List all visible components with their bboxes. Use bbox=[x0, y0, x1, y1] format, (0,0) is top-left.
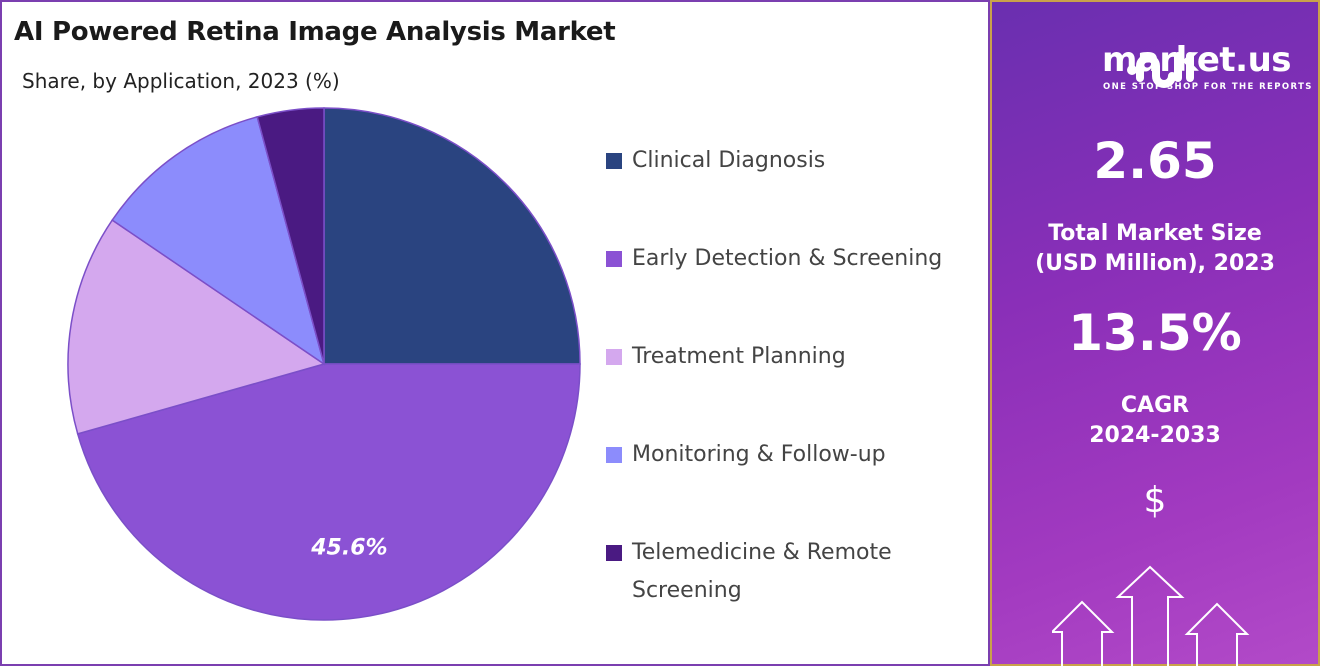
data-label: 45.6% bbox=[310, 536, 387, 561]
pie-slice-clinical-diagnosis bbox=[323, 107, 581, 365]
legend-label: Early Detection & Screening bbox=[632, 246, 943, 271]
legend-swatch bbox=[606, 349, 622, 365]
legend-item: Treatment Planning bbox=[606, 338, 986, 376]
legend-label: Clinical Diagnosis bbox=[632, 148, 826, 173]
legend-swatch bbox=[606, 251, 622, 267]
pie-slice-treatment-planning bbox=[67, 219, 326, 435]
dollar-icon: $ bbox=[1143, 480, 1167, 521]
cagr-value: 13.5% bbox=[1068, 304, 1242, 362]
market-us-logo: market.us ONE STOP SHOP FOR THE REPORTS bbox=[1022, 40, 1311, 96]
cagr-label: CAGR bbox=[1120, 393, 1190, 418]
legend-swatch bbox=[606, 153, 622, 169]
logo-icon bbox=[1127, 52, 1194, 88]
legend-label: Telemedicine & Remote Screening bbox=[632, 540, 892, 603]
legend-item: Monitoring & Follow-up bbox=[606, 436, 986, 474]
legend-item: Telemedicine & Remote Screening bbox=[606, 534, 986, 610]
legend-swatch bbox=[606, 447, 622, 463]
legend-item: Early Detection & Screening bbox=[606, 240, 986, 278]
pie-slice-telemedicine-remote-screening bbox=[256, 107, 325, 365]
legend-item: Clinical Diagnosis bbox=[606, 142, 986, 180]
pie-chart: 45.6% bbox=[67, 107, 581, 621]
market-size-label-1: Total Market Size bbox=[1048, 221, 1262, 246]
pie-slice-monitoring-follow-up bbox=[111, 115, 326, 366]
legend-label: Treatment Planning bbox=[632, 344, 846, 369]
legend-label: Monitoring & Follow-up bbox=[632, 442, 886, 467]
summary-panel: market.us ONE STOP SHOP FOR THE REPORTS … bbox=[990, 0, 1320, 672]
cagr-period: 2024-2033 bbox=[1089, 423, 1221, 448]
logo-tagline: ONE STOP SHOP FOR THE REPORTS bbox=[1103, 82, 1313, 92]
market-size-value: 2.65 bbox=[1093, 132, 1217, 190]
chart-title: AI Powered Retina Image Analysis Market bbox=[14, 17, 616, 47]
logo-text: market.us bbox=[1102, 40, 1292, 80]
up-arrows-icon bbox=[1052, 565, 1250, 672]
chart-panel: AI Powered Retina Image Analysis Market … bbox=[0, 0, 990, 666]
market-size-label-2: (USD Million), 2023 bbox=[1035, 251, 1275, 276]
pie-slice-early-detection-screening bbox=[76, 363, 581, 621]
legend-swatch bbox=[606, 545, 622, 561]
chart-subtitle: Share, by Application, 2023 (%) bbox=[22, 69, 340, 93]
